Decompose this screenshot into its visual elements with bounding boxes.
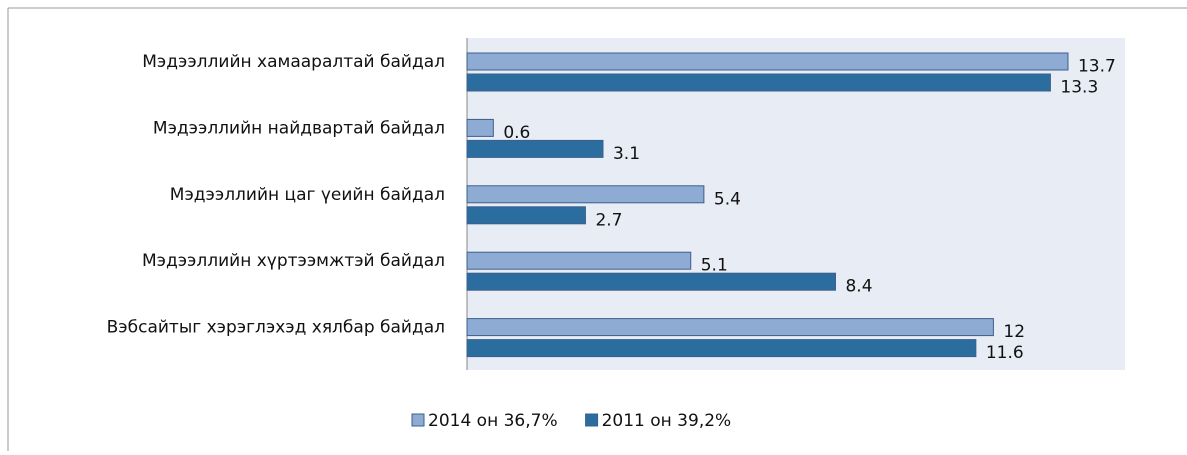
- category-label: Мэдээллийн найдвартай байдал: [153, 118, 445, 138]
- category-label: Мэдээллийн цаг үеийн байдал: [170, 185, 445, 205]
- value-label: 12: [1003, 322, 1025, 342]
- value-label: 13.7: [1078, 57, 1116, 77]
- value-label: 5.1: [701, 256, 728, 276]
- value-label: 3.1: [613, 144, 640, 164]
- bar: [466, 52, 1069, 71]
- legend-label: 2011 он 39,2%: [602, 411, 732, 431]
- value-label: 2.7: [595, 210, 622, 230]
- plot-area: [467, 38, 1125, 370]
- legend-swatch: [411, 413, 425, 427]
- bar: [466, 185, 705, 204]
- category-label: Вэбсайтыг хэрэглэхэд хялбар байдал: [107, 318, 445, 338]
- value-label: 11.6: [986, 343, 1024, 363]
- bar: [466, 139, 604, 158]
- value-label: 13.3: [1060, 78, 1098, 98]
- category-label: Мэдээллийн хүртээмжтэй байдал: [142, 251, 445, 271]
- bar: [466, 206, 586, 225]
- bar: [466, 118, 494, 137]
- legend-label: 2014 он 36,7%: [428, 411, 558, 431]
- category-label: Мэдээллийн хамааралтай байдал: [142, 52, 445, 72]
- bar: [466, 272, 836, 291]
- value-label: 5.4: [714, 189, 741, 209]
- bar: [466, 318, 994, 337]
- bar: [466, 251, 692, 270]
- value-label: 0.6: [503, 123, 530, 143]
- value-label: 8.4: [845, 277, 872, 297]
- bar: [466, 339, 977, 358]
- legend-swatch: [585, 413, 599, 427]
- bar: [466, 73, 1051, 92]
